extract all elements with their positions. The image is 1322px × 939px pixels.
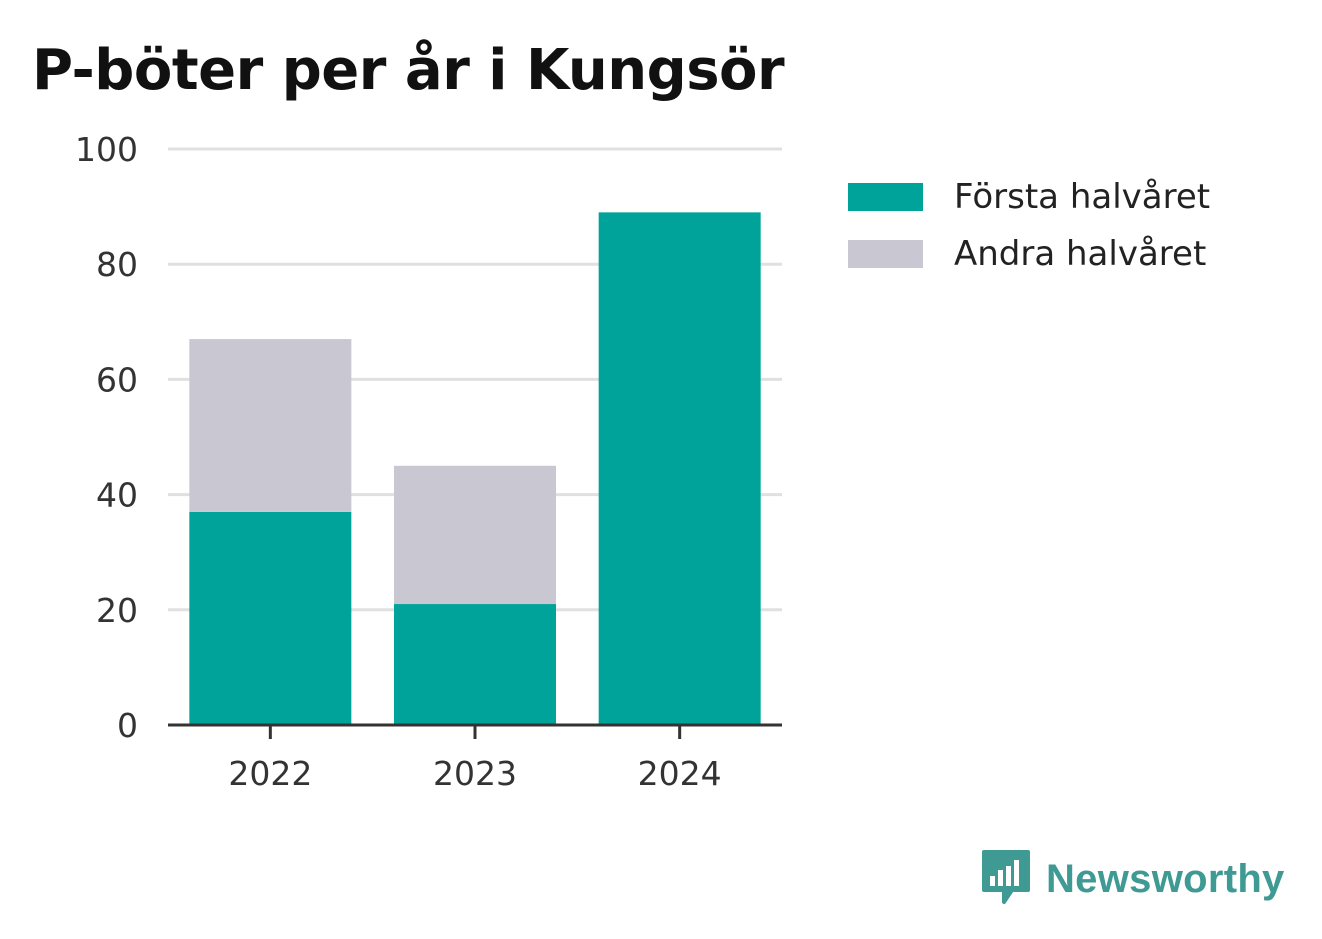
bar-2024-series-1 xyxy=(598,212,761,726)
y-tick-label: 40 xyxy=(96,476,138,515)
y-tick-label: 80 xyxy=(96,245,138,284)
chart-title: P-böter per år i Kungsör xyxy=(32,38,785,103)
brand-name: Newsworthy xyxy=(1046,856,1285,901)
newsworthy-brand: Newsworthy xyxy=(980,848,1285,910)
bars xyxy=(189,212,761,726)
legend-item-second-half: Andra halvåret xyxy=(848,225,1210,282)
bar-2022-series-2 xyxy=(189,339,352,512)
legend-swatch-second-half xyxy=(848,239,923,268)
y-tick-label: 100 xyxy=(75,130,138,169)
y-tick-label: 60 xyxy=(96,360,138,399)
x-tick-label: 2024 xyxy=(638,754,722,793)
legend-swatch-first-half xyxy=(848,182,923,211)
y-tick-label: 0 xyxy=(117,706,138,745)
bar-2023-series-2 xyxy=(394,465,556,605)
legend: Första halvåret Andra halvåret xyxy=(848,168,1210,282)
x-tick-label: 2022 xyxy=(228,754,312,793)
y-tick-label: 20 xyxy=(96,591,138,630)
newsworthy-logo-icon xyxy=(982,850,1030,904)
bar-2023-series-1 xyxy=(394,604,556,725)
y-axis-ticks: 0 20 40 60 80 100 xyxy=(75,130,138,745)
legend-label-second-half: Andra halvåret xyxy=(954,233,1207,274)
legend-item-first-half: Första halvåret xyxy=(848,168,1210,225)
bar-2022-series-1 xyxy=(189,511,352,725)
legend-label-first-half: Första halvåret xyxy=(954,176,1211,217)
x-axis: 2022 2023 2024 xyxy=(168,723,782,793)
x-tick-label: 2023 xyxy=(433,754,517,793)
